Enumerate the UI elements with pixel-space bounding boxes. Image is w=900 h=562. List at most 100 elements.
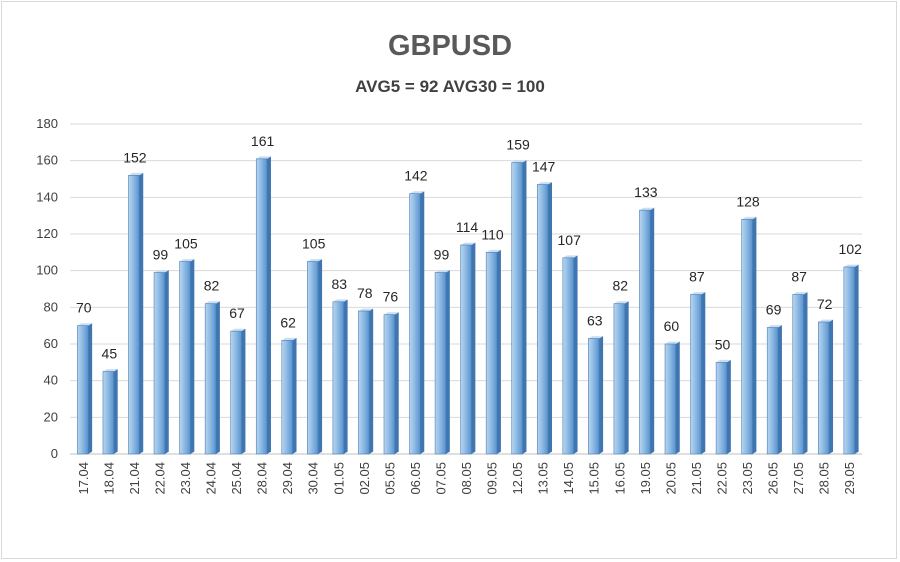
bar-front [715,362,728,455]
bar-side [266,156,271,454]
data-label: 128 [736,193,760,209]
x-tick-label: 05.05 [382,462,397,495]
data-label: 152 [123,149,147,165]
bar-top [102,369,118,372]
x-tick-label: 21.05 [689,462,704,495]
bar-top [818,319,834,322]
bar-front [588,338,600,455]
data-label: 87 [791,269,807,285]
bar-side [394,312,399,454]
bar-front [255,158,268,455]
bar-front [818,321,830,455]
y-tick-label: 60 [44,336,58,351]
bar-side [854,264,859,454]
bar-front [485,252,498,455]
x-tick-label: 08.05 [459,462,474,495]
bar-side [113,369,118,454]
data-label: 99 [434,247,450,263]
bar [204,301,220,455]
bar-side [215,301,220,454]
bar-top [128,172,144,176]
bar-top [716,359,731,363]
bar [434,270,450,455]
bar-top [511,160,527,163]
bar-side [88,323,93,454]
bar-front [204,303,217,455]
bar-side [420,191,425,454]
bar-front [434,272,447,455]
data-label: 78 [357,285,373,301]
bar-top [205,301,220,304]
data-label: 76 [383,289,399,305]
bar-front [792,294,804,455]
y-tick-label: 0 [51,446,58,461]
chart-subtitle: AVG5 = 92 AVG30 = 100 [355,77,545,96]
y-tick-label: 140 [36,189,58,204]
bar-front [153,272,166,455]
bar-top [486,249,501,253]
bar [332,299,348,455]
bar [307,259,323,455]
y-tick-label: 100 [36,263,58,278]
bar-side [803,292,808,454]
bar-top [792,292,808,295]
data-label: 69 [766,302,782,318]
data-label: 105 [302,236,326,252]
x-tick-label: 16.05 [612,462,627,495]
bar-front [843,266,855,455]
bar-front [332,301,344,455]
bar-side [369,308,374,454]
bar-top [843,264,859,267]
data-label: 70 [76,300,92,316]
bar-top [358,308,374,311]
bar [741,216,757,455]
bar-top [332,299,348,302]
bar [843,264,859,455]
data-label: 147 [532,159,556,175]
bar-top [562,255,578,258]
bar-top [230,328,246,332]
bar-front [664,343,677,455]
y-tick-label: 20 [44,409,58,424]
x-tick-label: 02.05 [357,462,372,495]
bar-side [573,255,578,454]
data-label: 83 [331,276,347,292]
x-tick-label: 09.05 [485,462,500,495]
x-tick-label: 24.04 [204,462,219,495]
data-label: 110 [481,226,504,242]
bar-side [139,172,144,454]
bar-top [588,336,604,339]
bar [102,369,118,455]
bar [613,301,629,455]
bar-top [690,292,706,295]
bar-front [766,327,779,455]
bar-side [343,299,348,454]
bar [792,292,808,455]
bar [153,270,169,455]
bars [77,156,859,455]
chart-title: GBPUSD [387,30,513,62]
data-label: 99 [153,247,169,263]
x-tick-label: 29.04 [280,462,295,495]
bar-top [537,182,553,185]
bar [536,182,553,455]
x-tick-label: 18.04 [101,462,116,495]
x-tick-label: 22.05 [714,462,729,495]
bar-side [471,242,476,454]
bar-front [741,219,753,455]
bar-front [128,175,140,455]
bar [77,323,93,455]
bar-side [241,328,246,454]
data-labels: 70 45 152 99 105 82 67 161 62 105 83 78 76 142 99 114 11… [76,133,862,362]
bar-top [460,242,476,245]
data-label: 50 [715,336,731,352]
bar-front [383,314,396,455]
x-tick-label: 27.05 [791,462,806,495]
data-label: 67 [229,305,245,321]
bar-front [536,184,549,455]
data-label: 87 [689,269,705,285]
x-tick-label: 17.04 [76,462,91,495]
bar [230,328,246,455]
y-tick-label: 160 [36,153,58,168]
x-tick-label: 23.05 [740,462,755,495]
